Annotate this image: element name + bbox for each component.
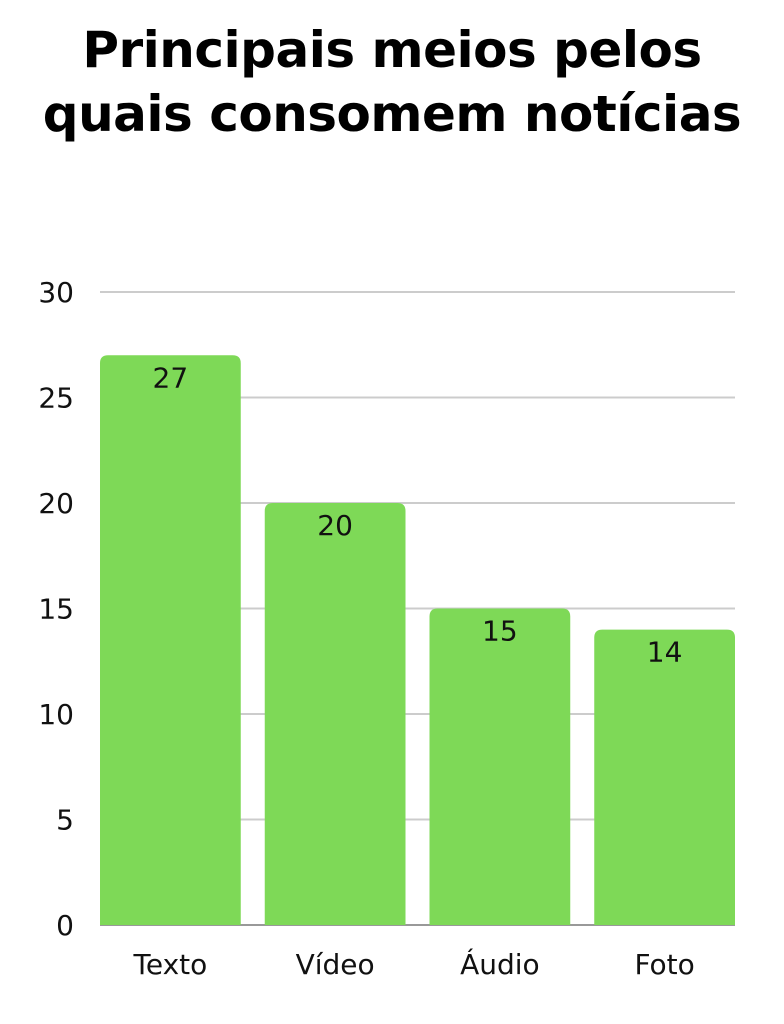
y-tick-label: 20 xyxy=(38,487,74,520)
y-axis-tick-labels: 0 5 10 15 20 25 30 xyxy=(38,276,74,942)
y-tick-label: 0 xyxy=(56,909,74,942)
x-category-label: Vídeo xyxy=(296,948,375,981)
y-tick-label: 5 xyxy=(56,804,74,837)
bar-áudio xyxy=(429,608,571,925)
y-tick-label: 25 xyxy=(38,382,74,415)
x-category-label: Foto xyxy=(634,948,694,981)
bar-vídeo xyxy=(264,503,406,925)
x-category-label: Texto xyxy=(132,948,207,981)
y-tick-label: 10 xyxy=(38,698,74,731)
bar-value-label: 20 xyxy=(317,509,353,542)
y-tick-label: 15 xyxy=(38,593,74,626)
bar-value-label: 15 xyxy=(482,615,518,648)
bar-texto xyxy=(100,355,241,925)
x-category-label: Áudio xyxy=(460,947,540,981)
bar-value-labels: 27 20 15 14 xyxy=(153,361,683,668)
x-axis-category-labels: Texto Vídeo Áudio Foto xyxy=(132,947,694,981)
bars xyxy=(100,355,735,925)
bar-foto xyxy=(594,629,735,925)
bar-value-label: 14 xyxy=(647,636,683,669)
chart-title-line-2: quais consomem notícias xyxy=(42,85,742,143)
bar-value-label: 27 xyxy=(153,361,189,394)
chart-title-line-1: Principais meios pelos xyxy=(82,21,702,79)
chart-title: Principais meios pelos quais consomem no… xyxy=(0,18,784,146)
y-tick-label: 30 xyxy=(38,276,74,309)
